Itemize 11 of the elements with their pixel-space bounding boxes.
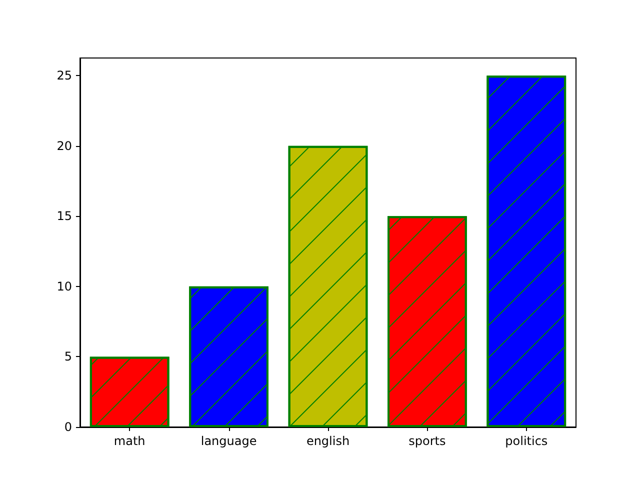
y-tick-label: 5 — [64, 350, 72, 364]
y-tick-label: 20 — [56, 138, 72, 153]
x-tick-label: math — [114, 434, 146, 448]
y-tick-label: 0 — [64, 420, 72, 434]
y-tick-label: 15 — [56, 209, 72, 224]
x-tick-label: language — [200, 434, 257, 448]
x-tick-label: politics — [505, 434, 548, 448]
x-tick-label: sports — [408, 434, 446, 448]
y-tick-label: 25 — [56, 68, 72, 83]
x-tick-label: english — [306, 434, 350, 448]
y-tick-label: 10 — [56, 279, 72, 294]
